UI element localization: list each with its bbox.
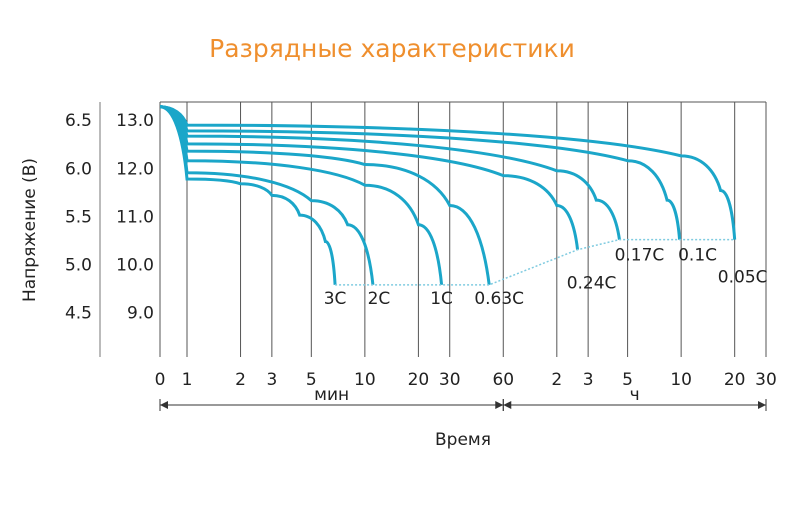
y-tick-label: 13.0 [116, 111, 154, 131]
cutoff-line [335, 238, 735, 286]
discharge-curve [159, 105, 737, 240]
legend-label: 0.1C [678, 246, 717, 266]
y-tick-label: 11.0 [116, 207, 154, 227]
x-tick-label: 10 [670, 370, 692, 390]
x-tick-label: 30 [439, 370, 461, 390]
x-tick-label: 60 [492, 370, 514, 390]
legend-label: 0.63C [474, 289, 524, 309]
x-axis-label: Время [435, 430, 491, 450]
discharge-curve [159, 105, 580, 250]
x-tick-label: 1 [182, 370, 193, 390]
discharge-curve [159, 105, 444, 285]
y2-tick-label: 5.0 [65, 256, 92, 276]
x-tick-label: 5 [622, 370, 633, 390]
unit-label: ч [630, 385, 640, 405]
y2-tick-label: 4.5 [65, 304, 92, 324]
x-tick-label: 3 [266, 370, 277, 390]
discharge-curve [159, 105, 621, 240]
x-tick-label: 20 [724, 370, 746, 390]
y2-tick-label: 6.5 [65, 111, 92, 131]
chart-title: Разрядные характеристики [209, 34, 575, 63]
y-axis-label: Напряжение (В) [20, 158, 40, 302]
x-tick-label: 5 [306, 370, 317, 390]
legend-label: 0.17C [615, 246, 665, 266]
legend-label: 2C [368, 289, 391, 309]
discharge-curve [159, 105, 491, 286]
discharge-curve [159, 105, 682, 240]
x-tick-label: 30 [755, 370, 777, 390]
x-tick-label: 3 [583, 370, 594, 390]
y-tick-label: 12.0 [116, 159, 154, 179]
y2-tick-label: 5.5 [65, 207, 92, 227]
y-tick-label: 9.0 [127, 304, 154, 324]
legend-label: 0.24C [567, 274, 617, 294]
x-tick-label: 2 [551, 370, 562, 390]
x-tick-label: 10 [354, 370, 376, 390]
x-tick-label: 20 [408, 370, 430, 390]
x-tick-label: 2 [235, 370, 246, 390]
y2-tick-label: 6.0 [65, 159, 92, 179]
x-tick-label: 0 [155, 370, 166, 390]
discharge-curve [159, 105, 375, 285]
legend-label: 3C [324, 289, 347, 309]
y-tick-label: 10.0 [116, 256, 154, 276]
unit-label: мин [314, 385, 349, 405]
legend-label: 0.05C [718, 268, 768, 288]
legend-label: 1C [430, 289, 453, 309]
